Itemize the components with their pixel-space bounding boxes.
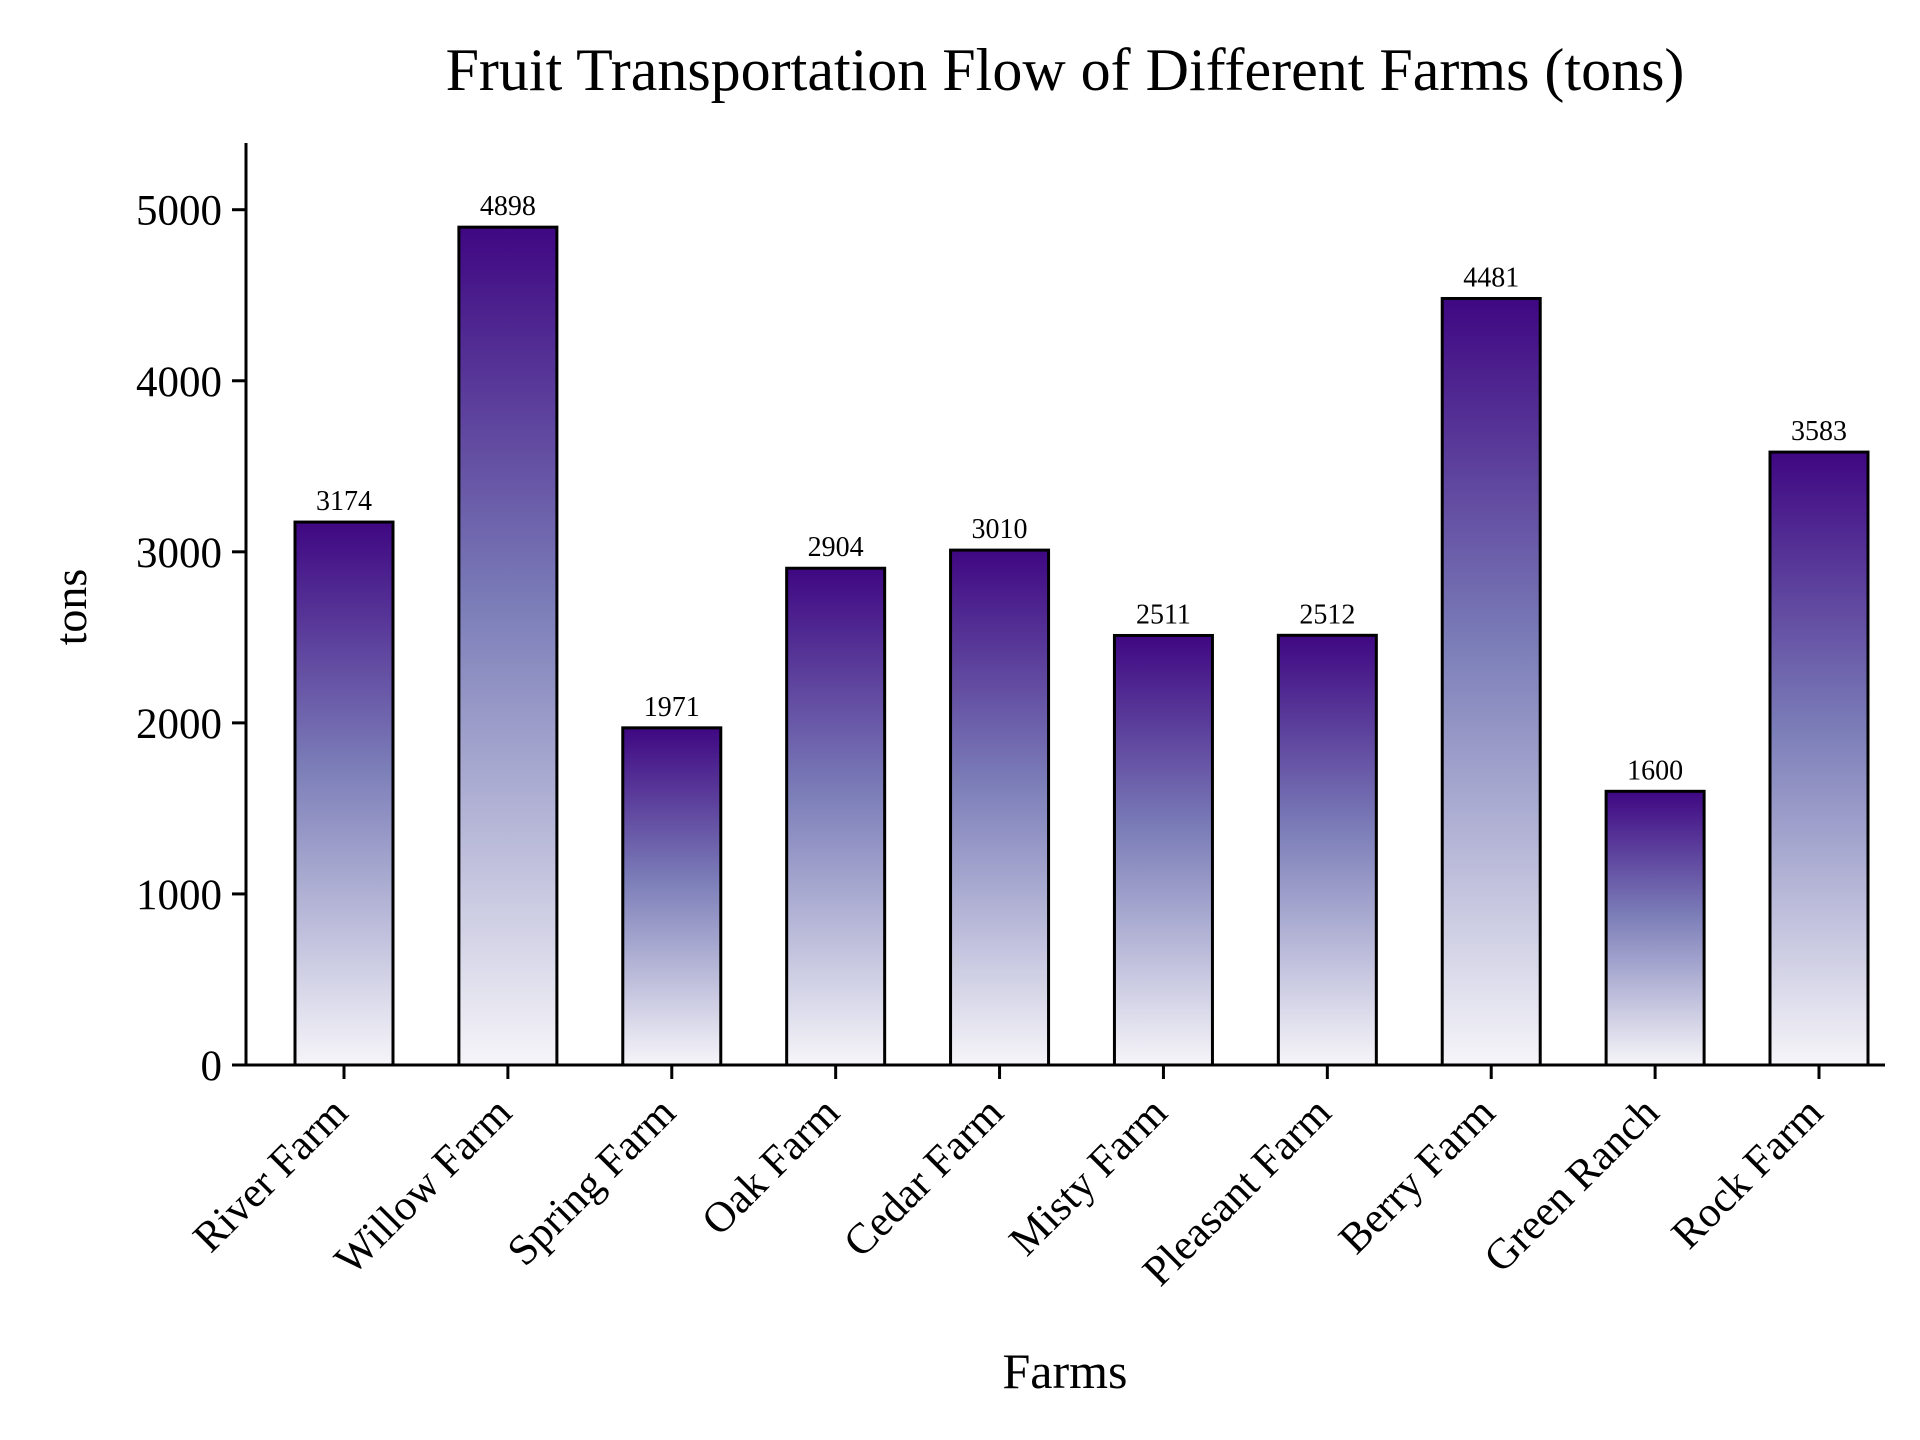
- bar: [1112, 633, 1214, 1067]
- bar-value-label: 3010: [972, 514, 1028, 545]
- bar-value-label: 1971: [644, 692, 700, 723]
- y-tick-label: 2000: [136, 701, 222, 748]
- y-tick-label: 5000: [136, 188, 222, 235]
- y-ticks-group: 0 1000 2000 3000 4000 5000: [136, 188, 246, 1090]
- bar: [1604, 789, 1706, 1067]
- x-tick-label: Misty Farm: [1001, 1089, 1177, 1265]
- x-tick-label: Oak Farm: [693, 1089, 849, 1245]
- data-labels-group: 3174 4898 1971 2904 3010 2511 2512 4481 1600 3583: [316, 191, 1847, 786]
- y-tick-label: 0: [201, 1043, 223, 1090]
- bar-value-label: 1600: [1627, 755, 1683, 786]
- bar: [457, 225, 559, 1067]
- bars-group: [293, 225, 1870, 1067]
- bar-value-label: 2512: [1299, 599, 1355, 630]
- x-tick-label: Cedar Farm: [835, 1089, 1013, 1267]
- bar: [1276, 633, 1378, 1067]
- bar: [1768, 450, 1870, 1067]
- bar: [621, 726, 723, 1067]
- bar-value-label: 4481: [1463, 262, 1519, 293]
- x-tick-label: Berry Farm: [1330, 1089, 1504, 1263]
- bar: [785, 566, 887, 1067]
- bar: [293, 520, 395, 1067]
- bar: [1440, 296, 1542, 1067]
- x-axis-label: Farms: [1003, 1343, 1128, 1399]
- bar-value-label: 2904: [808, 532, 864, 563]
- bar-value-label: 2511: [1136, 599, 1191, 630]
- bar-value-label: 4898: [480, 191, 536, 222]
- x-tick-label: Green Ranch: [1475, 1089, 1668, 1282]
- y-tick-label: 4000: [136, 359, 222, 406]
- bar: [949, 548, 1051, 1067]
- y-axis-label: tons: [45, 569, 96, 646]
- x-tick-label: Spring Farm: [499, 1089, 685, 1275]
- bar-value-label: 3583: [1791, 416, 1847, 447]
- x-tick-label: River Farm: [184, 1089, 357, 1262]
- y-tick-label: 3000: [136, 530, 222, 577]
- x-tick-label: Rock Farm: [1663, 1089, 1832, 1258]
- x-tick-label: Willow Farm: [326, 1089, 521, 1284]
- y-tick-label: 1000: [136, 872, 222, 919]
- chart-title: Fruit Transportation Flow of Different F…: [446, 37, 1685, 103]
- bar-value-label: 3174: [316, 486, 372, 517]
